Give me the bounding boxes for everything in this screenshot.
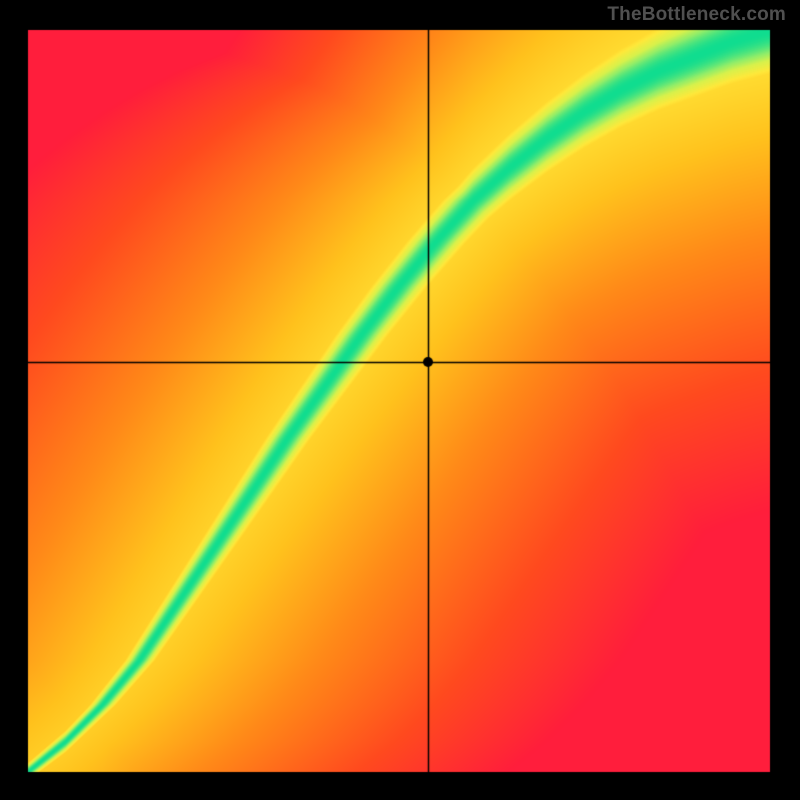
bottleneck-heatmap-canvas <box>0 0 800 800</box>
chart-container: TheBottleneck.com <box>0 0 800 800</box>
watermark-text: TheBottleneck.com <box>607 4 786 26</box>
